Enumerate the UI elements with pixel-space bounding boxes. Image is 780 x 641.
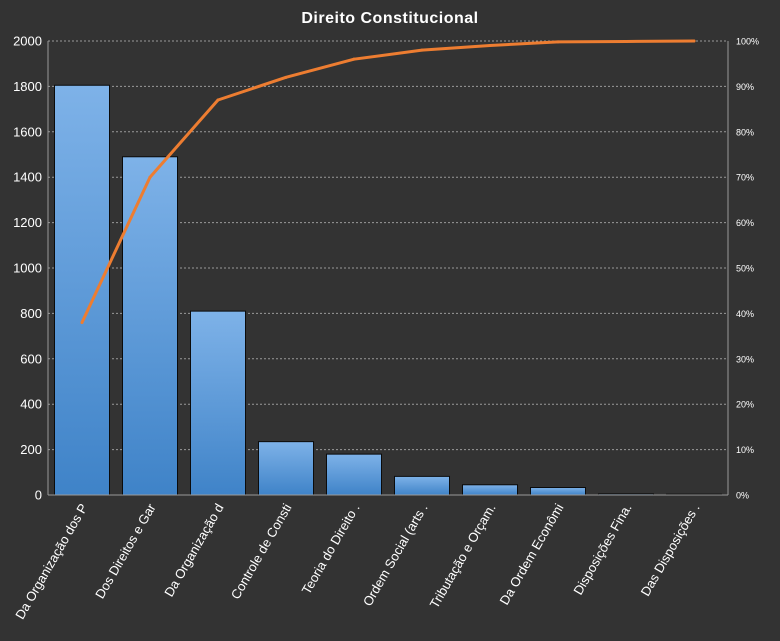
cumulative-point	[420, 48, 424, 52]
right-axis-ticks: 0% 10% 20% 30% 40% 50% 60% 70% 80% 90% 100%	[736, 37, 759, 501]
x-tick-label: Ordem Social (arts .	[360, 501, 431, 609]
right-tick-label: 70%	[736, 173, 754, 183]
cumulative-point	[284, 75, 288, 79]
left-tick-label: 1200	[13, 215, 42, 230]
left-tick-label: 2000	[13, 34, 42, 49]
left-tick-label: 0	[35, 488, 42, 503]
cumulative-point	[148, 175, 152, 179]
cumulative-line-layer	[80, 39, 696, 324]
cumulative-point	[80, 320, 84, 324]
cumulative-point	[624, 39, 628, 43]
bar	[394, 475, 450, 496]
right-tick-label: 20%	[736, 400, 754, 410]
right-tick-label: 30%	[736, 354, 754, 364]
left-tick-label: 400	[20, 397, 42, 412]
left-tick-label: 1400	[13, 170, 42, 185]
bar	[190, 310, 246, 496]
left-tick-label: 1800	[13, 79, 42, 94]
right-tick-label: 10%	[736, 445, 754, 455]
right-tick-label: 0%	[736, 491, 749, 501]
x-tick-label: Das Disposições .	[638, 501, 703, 599]
cumulative-point	[488, 44, 492, 48]
axes	[47, 41, 729, 496]
left-tick-label: 1000	[13, 261, 42, 276]
bar	[258, 441, 314, 496]
x-tick-label: Teoria do Direito .	[299, 501, 363, 597]
right-tick-label: 80%	[736, 127, 754, 137]
bar	[122, 156, 178, 496]
right-tick-label: 50%	[736, 264, 754, 274]
right-tick-label: 90%	[736, 82, 754, 92]
left-tick-label: 800	[20, 306, 42, 321]
bar	[462, 484, 518, 496]
cumulative-point	[216, 98, 220, 102]
x-tick-label: Controle de Consti	[228, 501, 295, 602]
left-axis-ticks: 0 200 400 600 800 1000 1200 1400 1600 1800 2000	[13, 34, 42, 503]
x-tick-label: Tributação e Orçam.	[427, 501, 499, 611]
bar	[54, 84, 110, 496]
x-tick-label: Dos Direitos e Gar	[92, 500, 159, 601]
x-tick-label: Da Ordem Econômi	[497, 501, 567, 607]
cumulative-point	[556, 40, 560, 44]
x-tick-label: Da Organização d	[161, 501, 226, 599]
left-tick-label: 200	[20, 442, 42, 457]
cumulative-point	[352, 57, 356, 61]
right-tick-label: 100%	[736, 37, 759, 47]
left-tick-label: 1600	[13, 124, 42, 139]
x-tick-label: Disposições Fina.	[570, 501, 634, 597]
bar	[530, 487, 586, 496]
cumulative-point	[692, 39, 696, 43]
right-tick-label: 40%	[736, 309, 754, 319]
cumulative-line	[80, 39, 696, 324]
chart-title: Direito Constitucional	[301, 10, 478, 27]
right-tick-label: 60%	[736, 218, 754, 228]
bars	[54, 84, 722, 496]
x-tick-label: Da Organização dos P	[12, 501, 90, 622]
x-axis-ticks: Da Organização dos P Dos Direitos e Gar Da…	[12, 500, 702, 621]
left-tick-label: 600	[20, 351, 42, 366]
bar	[326, 453, 382, 496]
